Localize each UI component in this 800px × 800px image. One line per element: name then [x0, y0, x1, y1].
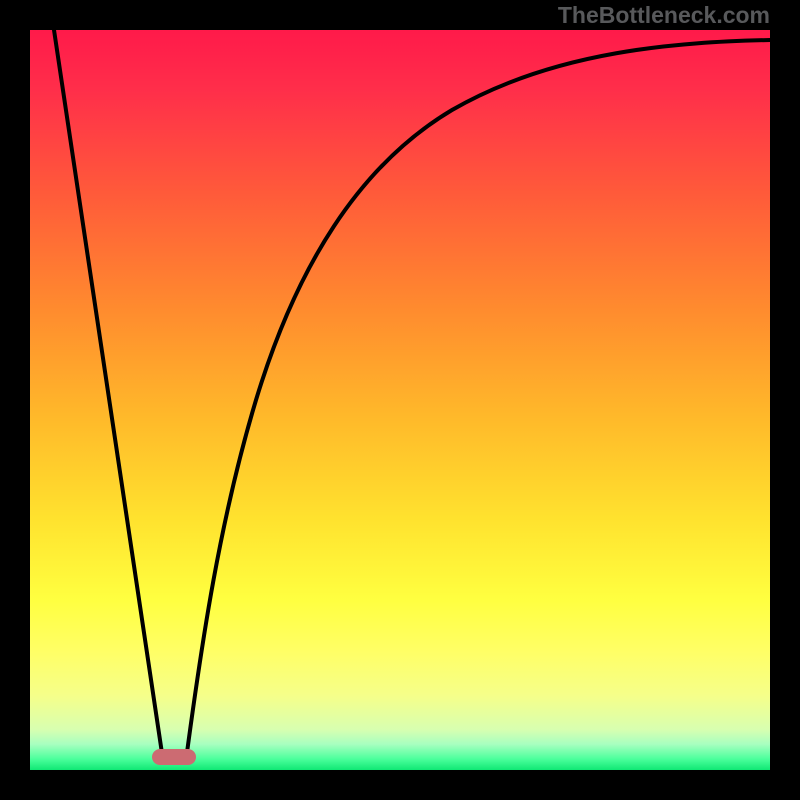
- chart-root: TheBottleneck.com: [0, 0, 800, 800]
- right-curve: [186, 40, 770, 760]
- plot-area: [30, 30, 770, 770]
- bottleneck-marker: [152, 749, 196, 765]
- watermark-text: TheBottleneck.com: [558, 2, 770, 29]
- left-curve: [54, 30, 163, 760]
- curves-layer: [0, 0, 800, 800]
